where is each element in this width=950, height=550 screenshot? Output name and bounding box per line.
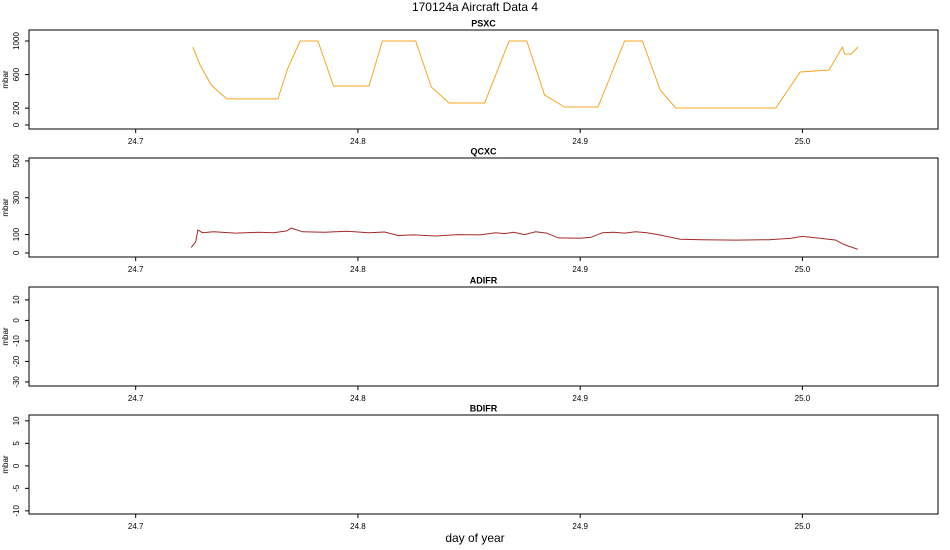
y-tick-label: 0 [12, 318, 21, 323]
y-tick-label: -10 [12, 505, 21, 517]
y-tick-label: -30 [12, 376, 21, 388]
x-axis-label: day of year [445, 531, 504, 545]
plot-frame [28, 157, 939, 258]
y-tick-label: 0 [12, 122, 21, 127]
data-line [190, 227, 859, 250]
y-axis-label: mbar [1, 327, 10, 346]
page-title: 170124a Aircraft Data 4 [412, 0, 538, 14]
y-tick-label: 0 [12, 463, 21, 468]
y-tick-label: 300 [12, 191, 21, 205]
panel-title: QCXC [470, 146, 497, 156]
panel-title: ADIFR [470, 275, 498, 285]
plot-frame [28, 286, 939, 387]
plot-frame [28, 29, 939, 130]
x-tick-label: 24.7 [128, 394, 144, 403]
x-tick-label: 24.7 [128, 265, 144, 274]
x-tick-label: 24.9 [572, 265, 588, 274]
x-tick-label: 24.7 [128, 137, 144, 146]
x-tick-label: 25.0 [795, 522, 811, 531]
x-tick-label: 24.7 [128, 522, 144, 531]
y-tick-label: 600 [12, 67, 21, 81]
x-tick-label: 24.8 [350, 265, 366, 274]
x-tick-label: 25.0 [795, 137, 811, 146]
x-tick-label: 25.0 [795, 394, 811, 403]
y-tick-label: 0 [12, 250, 21, 255]
x-tick-label: 24.8 [350, 394, 366, 403]
y-tick-label: 100 [12, 227, 21, 241]
y-tick-label: 200 [12, 101, 21, 115]
y-tick-label: 500 [12, 154, 21, 168]
data-line [192, 40, 859, 109]
y-axis-label: mbar [1, 70, 10, 89]
x-tick-label: 24.8 [350, 522, 366, 531]
plot-frame [28, 414, 939, 515]
x-tick-label: 24.9 [572, 137, 588, 146]
y-tick-label: -20 [12, 355, 21, 367]
panel-title: BDIFR [470, 403, 498, 413]
y-tick-label: 1000 [12, 32, 21, 50]
y-tick-label: 5 [12, 441, 21, 446]
y-axis-label: mbar [1, 455, 10, 474]
x-tick-label: 24.8 [350, 137, 366, 146]
y-tick-label: 10 [12, 295, 21, 304]
y-tick-label: -5 [12, 484, 21, 492]
x-tick-label: 24.9 [572, 394, 588, 403]
y-tick-label: -10 [12, 335, 21, 347]
y-axis-label: mbar [1, 198, 10, 217]
panel-title: PSXC [471, 18, 496, 28]
y-tick-label: 10 [12, 416, 21, 425]
x-tick-label: 25.0 [795, 265, 811, 274]
x-tick-label: 24.9 [572, 522, 588, 531]
